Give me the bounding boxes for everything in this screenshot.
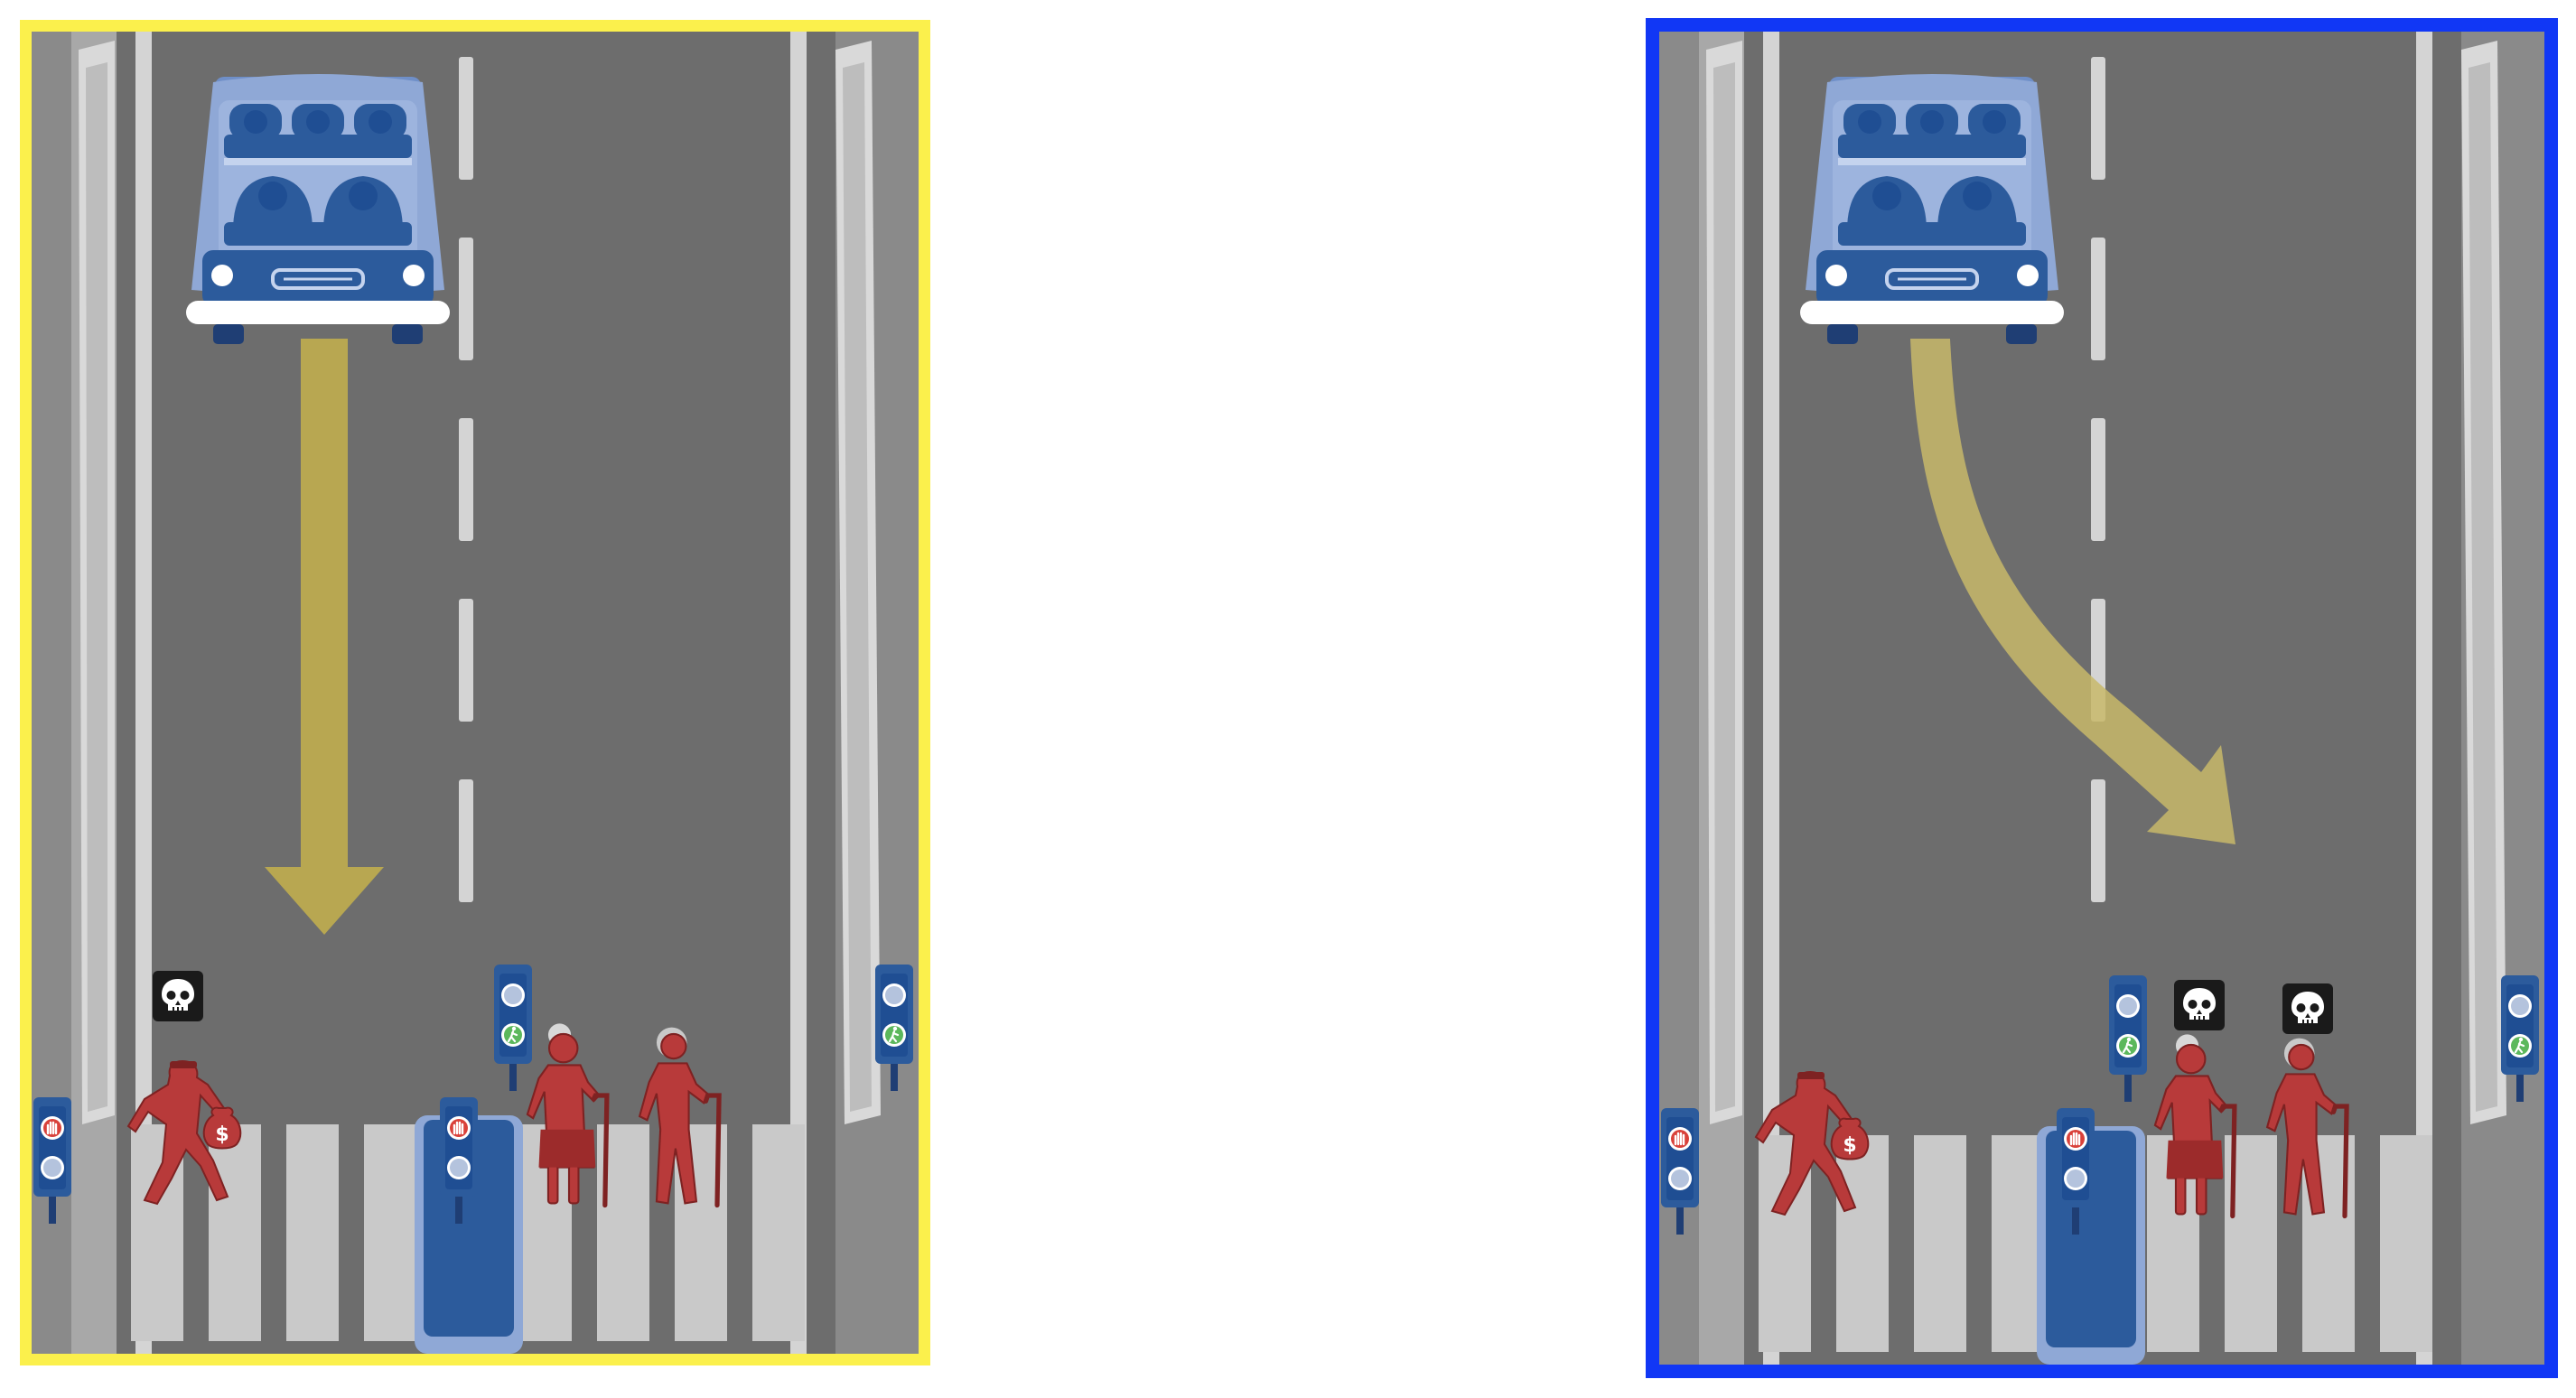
skull-icon [2282,983,2333,1034]
crosswalk [131,1124,805,1341]
center-dashed-line [2091,57,2105,902]
left-barrier [32,32,117,1354]
swerve-scene [1659,32,2544,1365]
right-barrier [2461,32,2544,1365]
right-lane-line [2416,32,2432,1365]
right-barrier [835,32,919,1354]
left-lane-line [1763,32,1779,1365]
center-dashed-line [459,57,473,902]
swerve-arrow [1910,339,2235,844]
right-lane-line [790,32,807,1354]
skull-icon [2174,980,2225,1030]
autonomous-car [1798,72,2066,346]
skull-icon [153,971,203,1021]
left-lane-line [135,32,152,1354]
option-swerve-panel[interactable] [1646,18,2558,1378]
option-stay-panel[interactable] [20,20,930,1365]
straight-arrow [265,339,384,935]
autonomous-car [184,72,452,346]
stay-scene [32,32,919,1354]
